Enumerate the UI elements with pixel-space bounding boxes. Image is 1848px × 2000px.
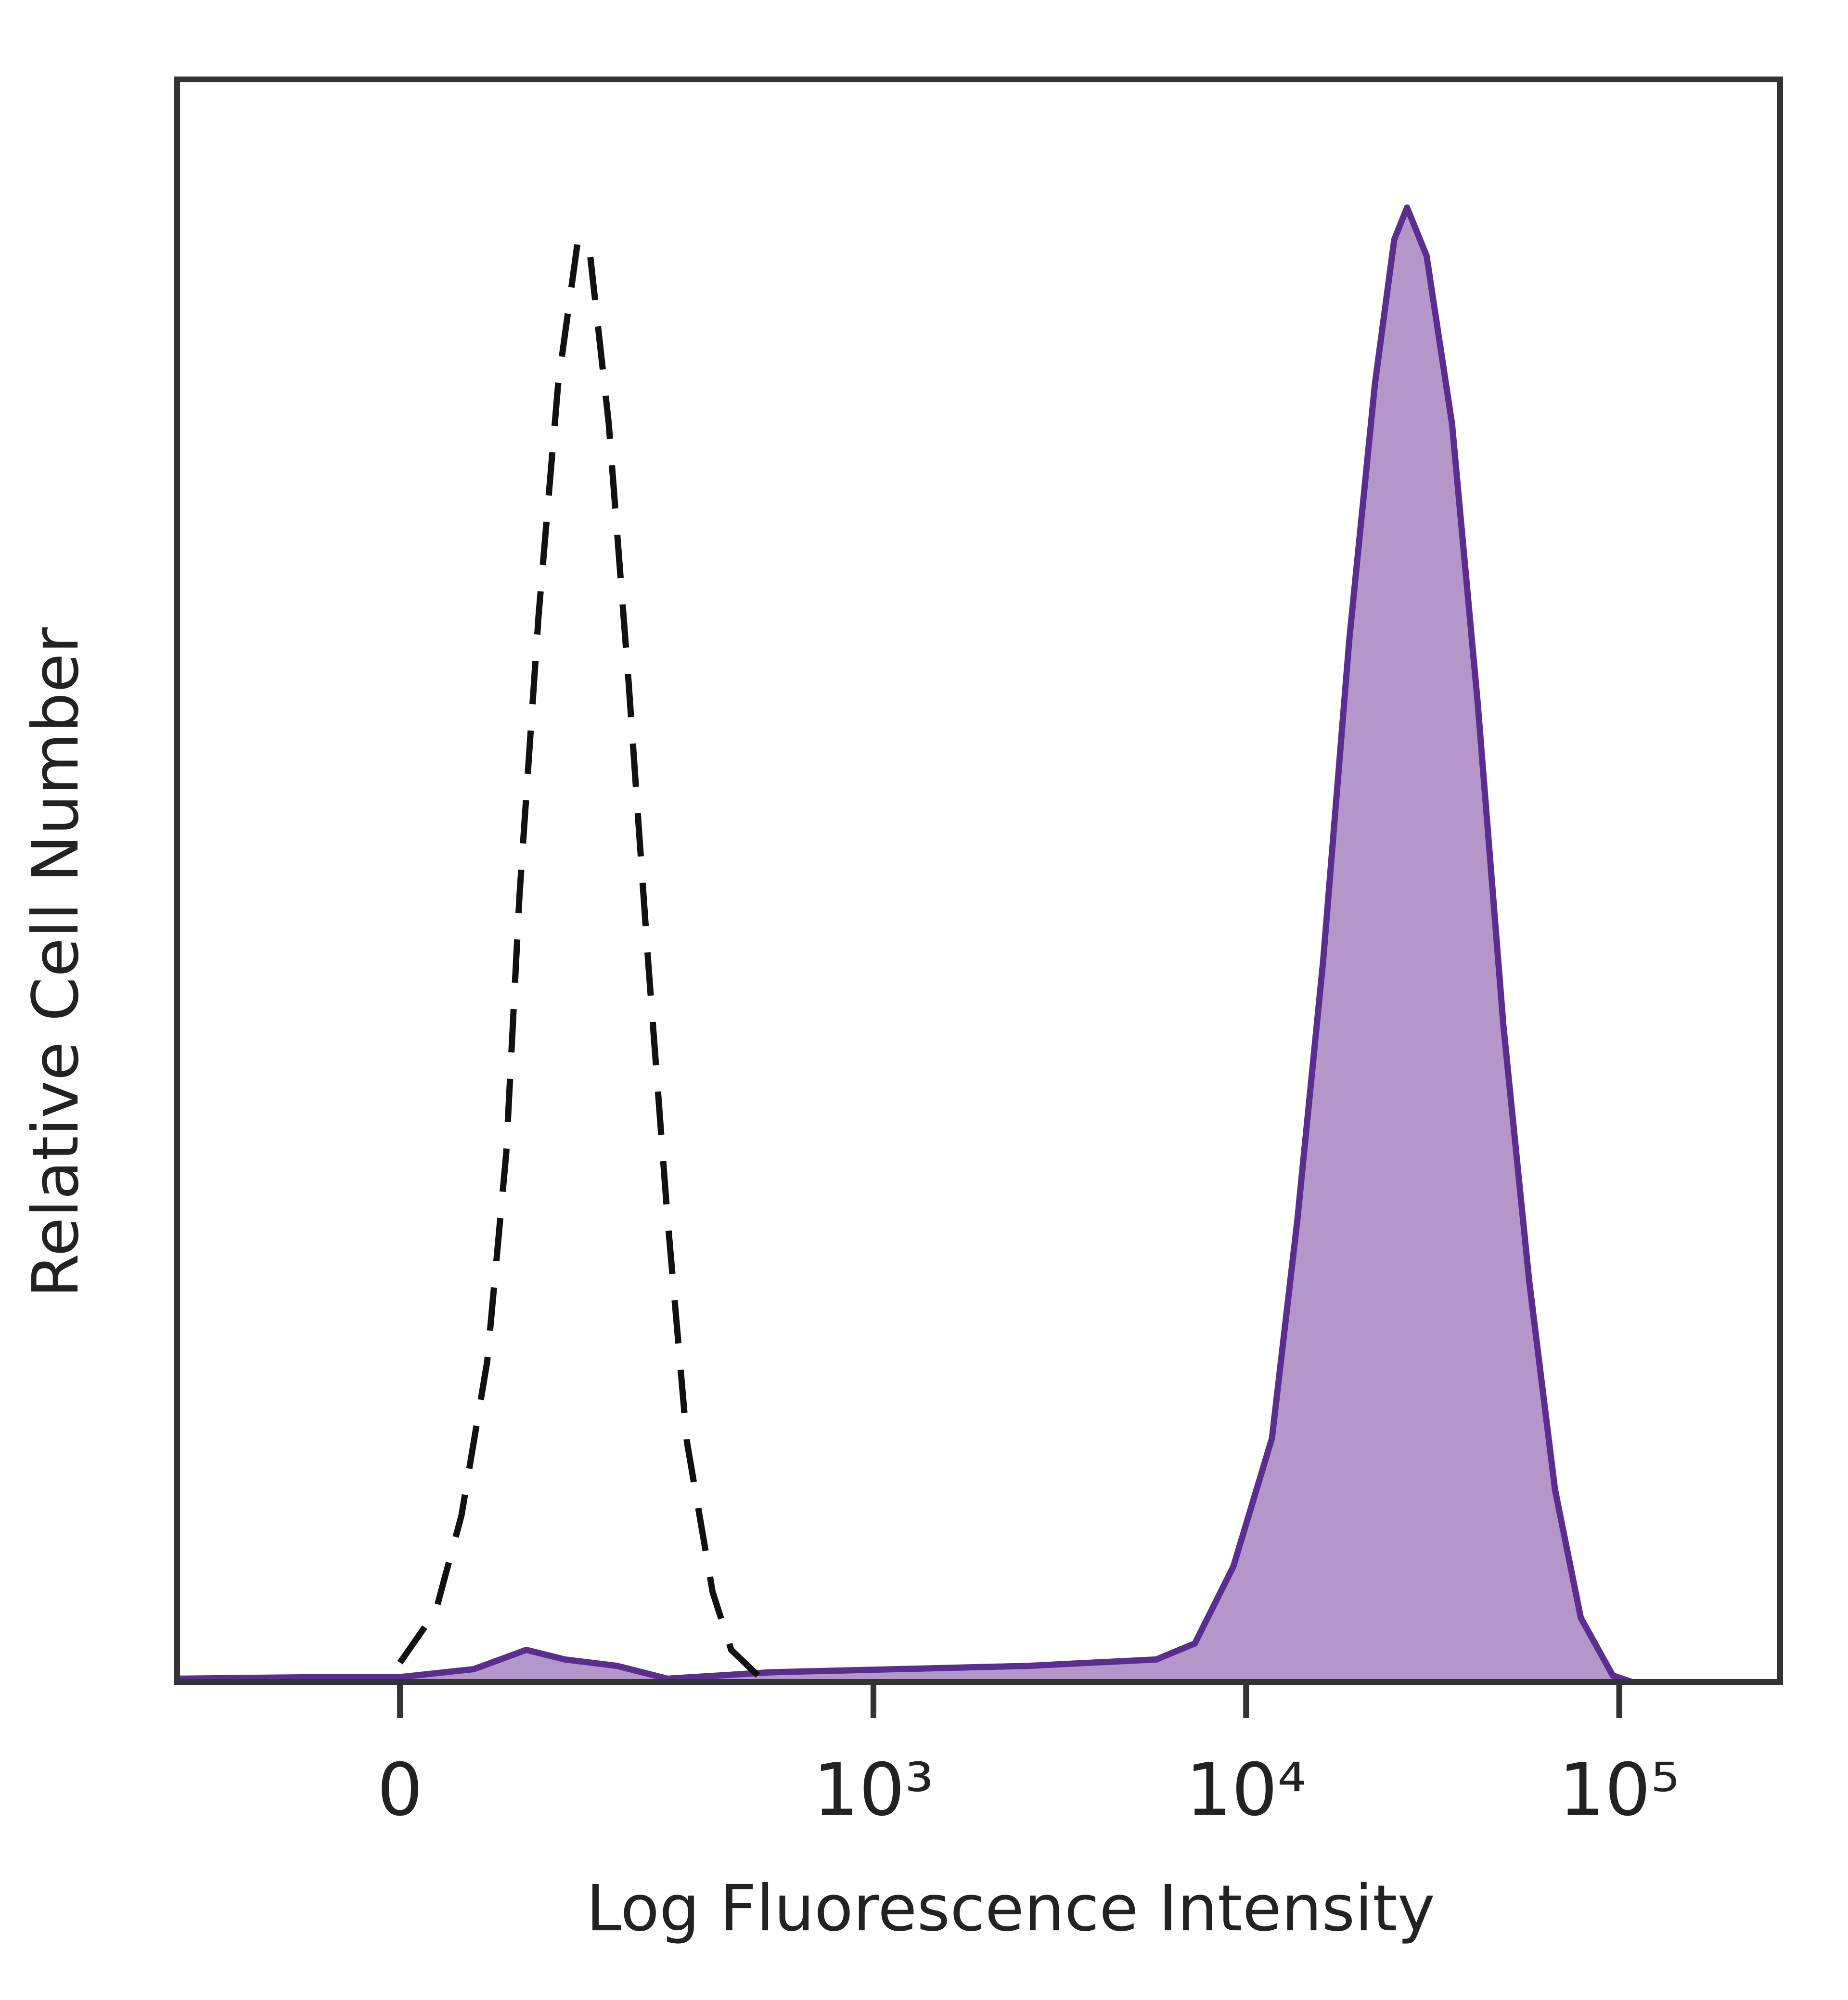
histogram-area (179, 207, 1632, 1682)
x-axis-title: Log Fluorescence Intensity (586, 1872, 1435, 1946)
x-tick-label: 10³ (813, 1748, 934, 1832)
x-tick-label: 10⁴ (1186, 1748, 1307, 1832)
plot-frame (174, 77, 1783, 1685)
y-axis-title: Relative Cell Number (19, 627, 93, 1298)
x-tick-label: 10⁵ (1559, 1748, 1680, 1832)
x-tick-label: 0 (377, 1748, 423, 1832)
histogram-line (178, 204, 1633, 1685)
histogram-line (397, 236, 760, 1678)
